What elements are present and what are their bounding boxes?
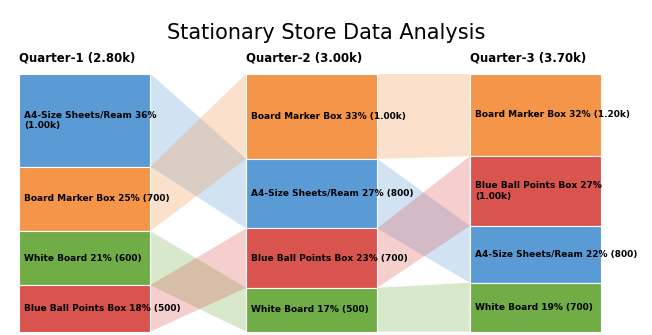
Text: Board Marker Box 32% (1.20k): Board Marker Box 32% (1.20k) [475, 111, 630, 120]
Polygon shape [150, 228, 246, 332]
Text: White Board 17% (500): White Board 17% (500) [251, 305, 369, 314]
Text: A4-Size Sheets/Ream 27% (800): A4-Size Sheets/Ream 27% (800) [251, 189, 414, 198]
Polygon shape [377, 156, 469, 288]
Polygon shape [150, 74, 246, 231]
Text: White Board 21% (600): White Board 21% (600) [24, 254, 142, 263]
Polygon shape [377, 159, 469, 283]
Bar [469, 283, 600, 332]
Bar [246, 228, 377, 288]
Text: Stationary Store Data Analysis: Stationary Store Data Analysis [167, 23, 485, 43]
Text: Board Marker Box 33% (1.00k): Board Marker Box 33% (1.00k) [251, 112, 406, 121]
Bar [20, 231, 150, 285]
Text: A4-Size Sheets/Ream 22% (800): A4-Size Sheets/Ream 22% (800) [475, 250, 637, 259]
Polygon shape [150, 231, 246, 332]
Bar [469, 74, 600, 156]
Polygon shape [377, 74, 469, 159]
Text: Board Marker Box 25% (700): Board Marker Box 25% (700) [24, 194, 170, 203]
Text: Quarter-3 (3.70k): Quarter-3 (3.70k) [469, 52, 586, 65]
Bar [246, 159, 377, 228]
Bar [469, 156, 600, 226]
Bar [469, 226, 600, 283]
Bar [246, 74, 377, 159]
Text: Blue Ball Points Box 18% (500): Blue Ball Points Box 18% (500) [24, 304, 181, 313]
Bar [20, 166, 150, 231]
Polygon shape [150, 74, 246, 228]
Text: Quarter-2 (3.00k): Quarter-2 (3.00k) [246, 52, 363, 65]
Bar [246, 288, 377, 332]
Text: A4-Size Sheets/Ream 36%
(1.00k): A4-Size Sheets/Ream 36% (1.00k) [24, 111, 157, 130]
Text: Blue Ball Points Box 27%
(1.00k): Blue Ball Points Box 27% (1.00k) [475, 181, 602, 201]
Bar [20, 285, 150, 332]
Text: Quarter-1 (2.80k): Quarter-1 (2.80k) [20, 52, 136, 65]
Text: White Board 19% (700): White Board 19% (700) [475, 303, 593, 312]
Text: Blue Ball Points Box 23% (700): Blue Ball Points Box 23% (700) [251, 254, 408, 263]
Polygon shape [377, 283, 469, 332]
Bar [20, 74, 150, 166]
